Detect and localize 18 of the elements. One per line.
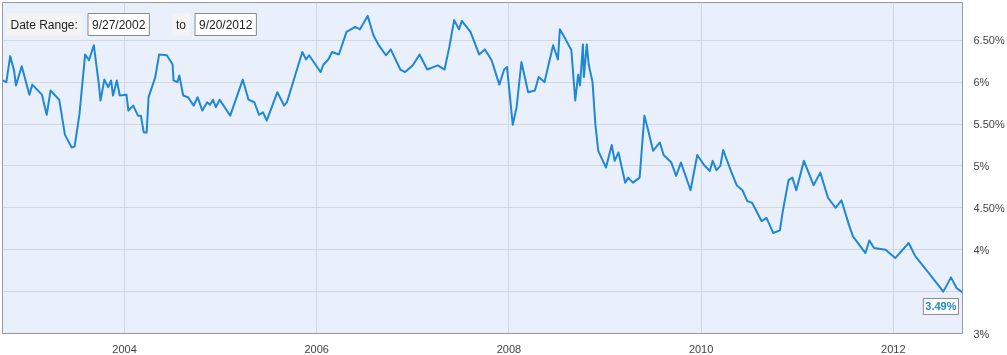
annotation: to bbox=[176, 17, 187, 32]
annotation: 9/27/2002 bbox=[92, 17, 146, 32]
annotation: 3.49% bbox=[925, 300, 957, 313]
y-tick-label: 5.50% bbox=[973, 118, 1005, 131]
x-tick-label: 2012 bbox=[881, 342, 906, 355]
y-tick-label: 4% bbox=[973, 243, 990, 256]
y-tick-label: 3% bbox=[973, 327, 990, 340]
y-tick-label: 6.50% bbox=[973, 34, 1005, 47]
y-tick-label: 6% bbox=[973, 76, 990, 89]
y-tick-label: 4.50% bbox=[973, 201, 1005, 214]
x-tick-label: 2006 bbox=[304, 342, 329, 355]
x-tick-label: 2008 bbox=[496, 342, 522, 355]
x-tick-label: 2004 bbox=[112, 342, 137, 355]
annotation: Date Range: bbox=[10, 17, 78, 32]
x-tick-label: 2010 bbox=[688, 342, 714, 355]
line-series bbox=[2, 14, 963, 294]
y-tick-label: 5% bbox=[973, 159, 990, 172]
annotation: 9/20/2012 bbox=[199, 17, 253, 32]
